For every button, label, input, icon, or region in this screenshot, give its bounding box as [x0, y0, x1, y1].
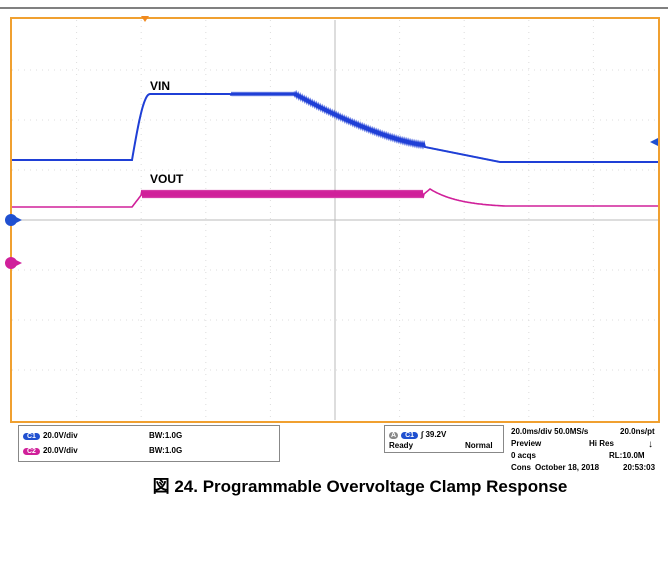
trigger-level: 39.2V: [425, 430, 447, 439]
trigger-panel: A C1 ∫ 39.2V Ready Normal: [384, 425, 504, 453]
trigger-state: Ready: [389, 441, 414, 450]
resolution: 20.0ns/pt: [620, 427, 655, 436]
ch2-bandwidth: BW:1.0G: [149, 446, 183, 455]
preview: Preview: [511, 439, 542, 448]
trigger-position-marker: [141, 16, 149, 22]
trigger-level-marker: [650, 138, 658, 146]
ch2-scale: 20.0V/div: [42, 446, 78, 455]
timebase: 20.0ms/div 50.0MS/s: [511, 427, 589, 436]
trigger-slope: ∫: [421, 430, 426, 439]
time: 20:53:03: [623, 463, 656, 472]
ch1-badge: C1: [23, 433, 40, 440]
ch1-scale: 20.0V/div: [42, 431, 78, 440]
acquisition-panel: 20.0ms/div 50.0MS/s 20.0ns/pt Preview Hi…: [507, 425, 660, 463]
vout-trace: [12, 188, 658, 208]
vin-trace: [12, 89, 658, 163]
trigger-mode: Normal: [465, 441, 493, 450]
ch1-row: C1 20.0V/div: [23, 431, 78, 440]
channel-panel: C1 20.0V/div BW:1.0G C2 20.0V/div BW:1.0G: [18, 425, 280, 462]
date: October 18, 2018: [535, 463, 600, 472]
ch2-arrow: [16, 260, 22, 266]
record-length: RL:10.0M: [609, 451, 645, 460]
vin-label: VIN: [150, 79, 170, 93]
ch1-marker: [5, 214, 17, 226]
ch2-row: C2 20.0V/div: [23, 446, 78, 455]
ch2-badge: C2: [23, 448, 40, 455]
trigger-row: A C1 ∫ 39.2V: [389, 430, 446, 439]
trigger-source: C1: [401, 432, 419, 439]
acqs: 0 acqs: [511, 451, 536, 460]
trigger-a: A: [389, 432, 399, 439]
graticule: [12, 20, 658, 420]
ch1-bandwidth: BW:1.0G: [149, 431, 183, 440]
run-indicator: ↓: [648, 439, 653, 450]
ch1-arrow: [16, 217, 22, 223]
figure-caption: 図 24. Programmable Overvoltage Clamp Res…: [152, 477, 568, 496]
vout-label: VOUT: [150, 172, 184, 186]
scope-screen: VIN VOUT: [0, 7, 668, 423]
hires: Hi Res: [589, 439, 614, 448]
cons: Cons: [511, 463, 531, 472]
ch2-marker: [5, 257, 17, 269]
